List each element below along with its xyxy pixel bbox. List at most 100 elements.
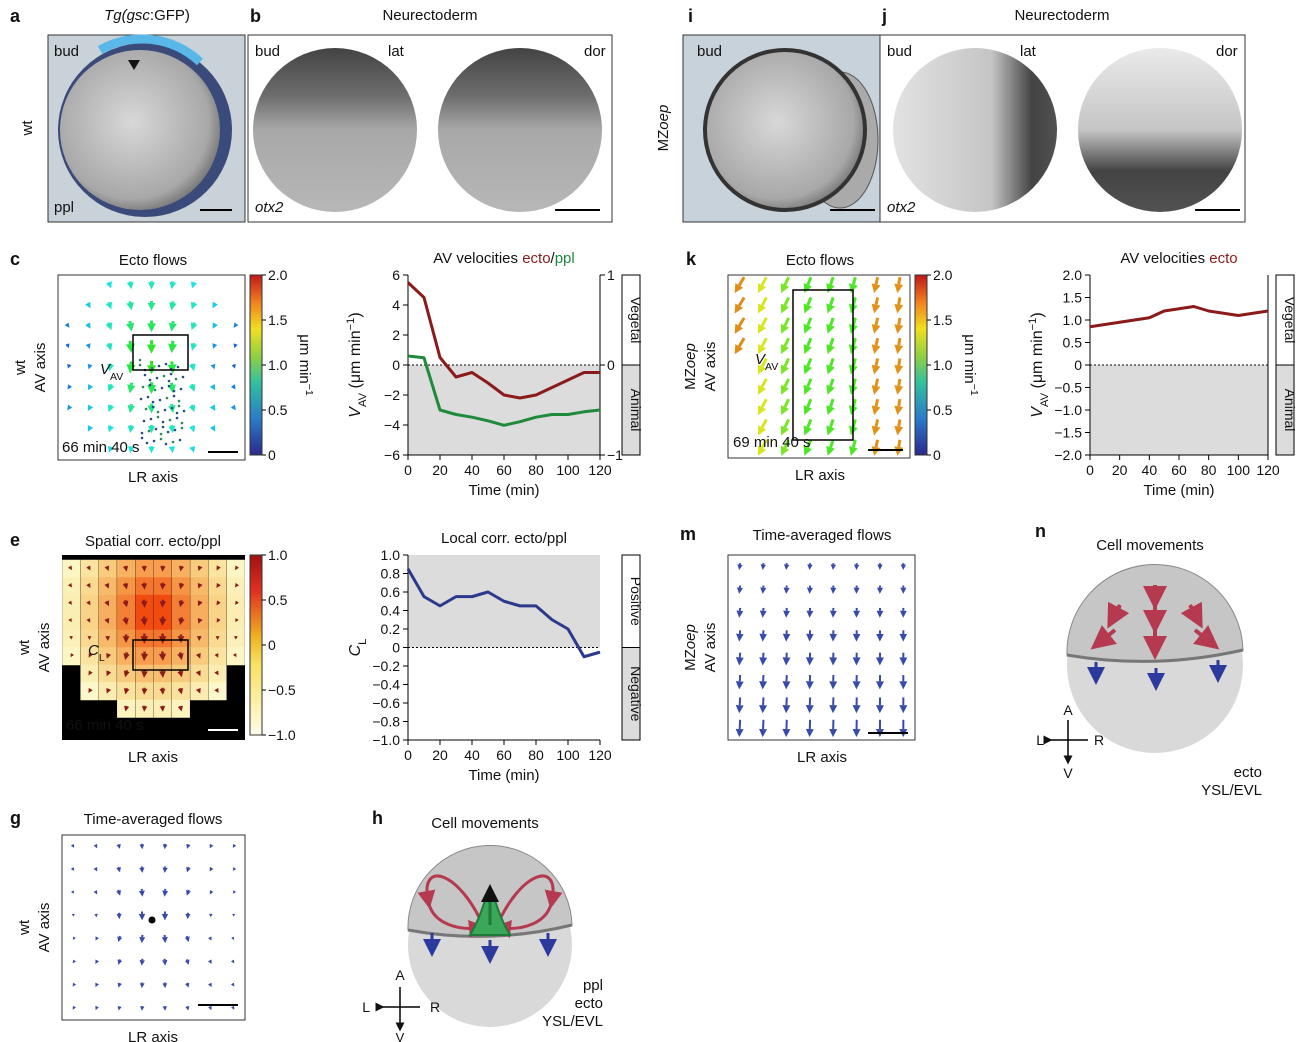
- text-part: 120: [1256, 462, 1280, 478]
- flow-arrowhead: [735, 657, 744, 666]
- text-part: LR axis: [128, 749, 178, 766]
- flow-arrowhead: [126, 281, 134, 290]
- embryo: [893, 48, 1057, 212]
- flow-arrowhead: [105, 343, 113, 351]
- flow-arrowhead: [759, 657, 768, 666]
- text-part: 0: [268, 637, 276, 653]
- flow-arrowhead: [95, 936, 99, 941]
- cell-dot: [159, 432, 163, 436]
- flow-arrowhead: [64, 322, 70, 328]
- flow-arrowhead: [214, 687, 219, 694]
- cell-dot: [182, 409, 186, 413]
- text-part: 1.0: [268, 547, 288, 563]
- text-part: 2: [392, 327, 400, 343]
- text-part: :GFP): [150, 7, 190, 24]
- text-part: LR axis: [128, 1029, 178, 1042]
- text-part: ): [347, 312, 364, 317]
- text-part: Spatial corr. ecto/ppl: [85, 533, 221, 550]
- flow-arrowhead: [105, 281, 113, 289]
- flow-arrowhead: [70, 843, 75, 848]
- text-part: oep: [682, 624, 699, 649]
- text-part: Time (min): [468, 767, 539, 784]
- text-part: 40: [464, 747, 480, 763]
- text-part: 1.5: [268, 312, 288, 328]
- timestamp: 66 min 40 s: [66, 717, 144, 734]
- flow-arrowhead: [138, 890, 145, 897]
- side-label: Animal: [1282, 389, 1298, 432]
- flow-arrowhead: [141, 688, 148, 695]
- flow-arrowhead: [871, 364, 881, 375]
- flow-arrow: [783, 378, 790, 388]
- text-part: 60: [496, 462, 512, 478]
- flow-arrowhead: [197, 565, 203, 572]
- text-part: (μm min: [1029, 330, 1046, 393]
- text-part: bud: [697, 43, 722, 60]
- flow-arrowhead: [209, 384, 216, 391]
- flow-arrowhead: [68, 565, 73, 571]
- text-part: MZ: [682, 649, 699, 671]
- flow-arrow: [806, 317, 813, 327]
- text-part: YSL/EVL: [542, 1013, 603, 1030]
- flow-arrowhead: [780, 344, 790, 355]
- flow-arrowhead: [782, 681, 791, 690]
- panel-title: Spatial corr. ecto/ppl: [85, 533, 221, 550]
- flow-arrowhead: [852, 728, 861, 738]
- flow-arrow: [897, 317, 902, 326]
- colorbar-label: 0: [933, 447, 941, 463]
- text-part: AV axis: [32, 343, 49, 393]
- flow-arrowhead: [93, 866, 98, 872]
- flow-arrowhead: [169, 302, 177, 311]
- flow-arrowhead: [826, 405, 835, 416]
- y-tick-label: 4: [392, 297, 400, 313]
- flow-arrow: [874, 378, 880, 387]
- text-part: −1: [607, 447, 623, 463]
- label: L: [362, 999, 370, 1015]
- label: R: [1094, 732, 1104, 748]
- cell-dot: [167, 379, 171, 383]
- flow-arrowhead: [852, 633, 861, 642]
- x-axis-label: Time (min): [468, 482, 539, 499]
- flow-arrowhead: [734, 283, 744, 294]
- flow-arrowhead: [86, 565, 91, 571]
- flow-arrowhead: [159, 600, 167, 608]
- text-part: 0: [1086, 462, 1094, 478]
- cell-dot: [145, 441, 149, 445]
- text-part: wt: [16, 919, 33, 936]
- flow-arrowhead: [162, 983, 168, 989]
- side-label: Animal: [628, 389, 644, 432]
- flow-arrowhead: [757, 283, 767, 294]
- flow-arrow: [874, 358, 880, 367]
- flow-arrowhead: [208, 982, 212, 988]
- row-label: MZoep: [655, 105, 672, 152]
- flow-arrowhead: [95, 982, 99, 988]
- text-part: Ecto flows: [119, 252, 187, 269]
- flow-arrowhead: [853, 587, 860, 594]
- flow-arrowhead: [899, 681, 908, 690]
- flow-arrowhead: [162, 959, 168, 966]
- flow-arrow: [897, 358, 902, 366]
- text-part: 0.2: [381, 621, 401, 637]
- x-tick-label: 100: [1227, 462, 1251, 478]
- text-part: L: [99, 652, 105, 664]
- row-label: wt: [16, 919, 33, 936]
- flow-arrowhead: [159, 706, 166, 712]
- x-axis-label: Time (min): [1143, 482, 1214, 499]
- text-part: 60: [1171, 462, 1187, 478]
- flow-arrowhead: [123, 653, 130, 661]
- text-part: A: [395, 967, 405, 983]
- text-part: L: [357, 639, 369, 645]
- arrowhead: [128, 60, 140, 70]
- text-part: 20: [1112, 462, 1128, 478]
- flow-arrowhead: [141, 706, 148, 712]
- flow-arrowhead: [197, 582, 203, 589]
- text-part: 40: [1142, 462, 1158, 478]
- flow-arrowhead: [177, 653, 184, 661]
- y-tick-label: −0.4: [372, 677, 400, 693]
- flow-arrowhead: [168, 425, 176, 434]
- panel-title: Tg(gsc:GFP): [104, 7, 190, 24]
- panel-title: Time-averaged flows: [753, 527, 892, 544]
- flow-arrowhead: [853, 564, 860, 570]
- cell-dot: [170, 406, 174, 410]
- side-box: [1275, 364, 1295, 456]
- flow-arrowhead: [894, 303, 904, 314]
